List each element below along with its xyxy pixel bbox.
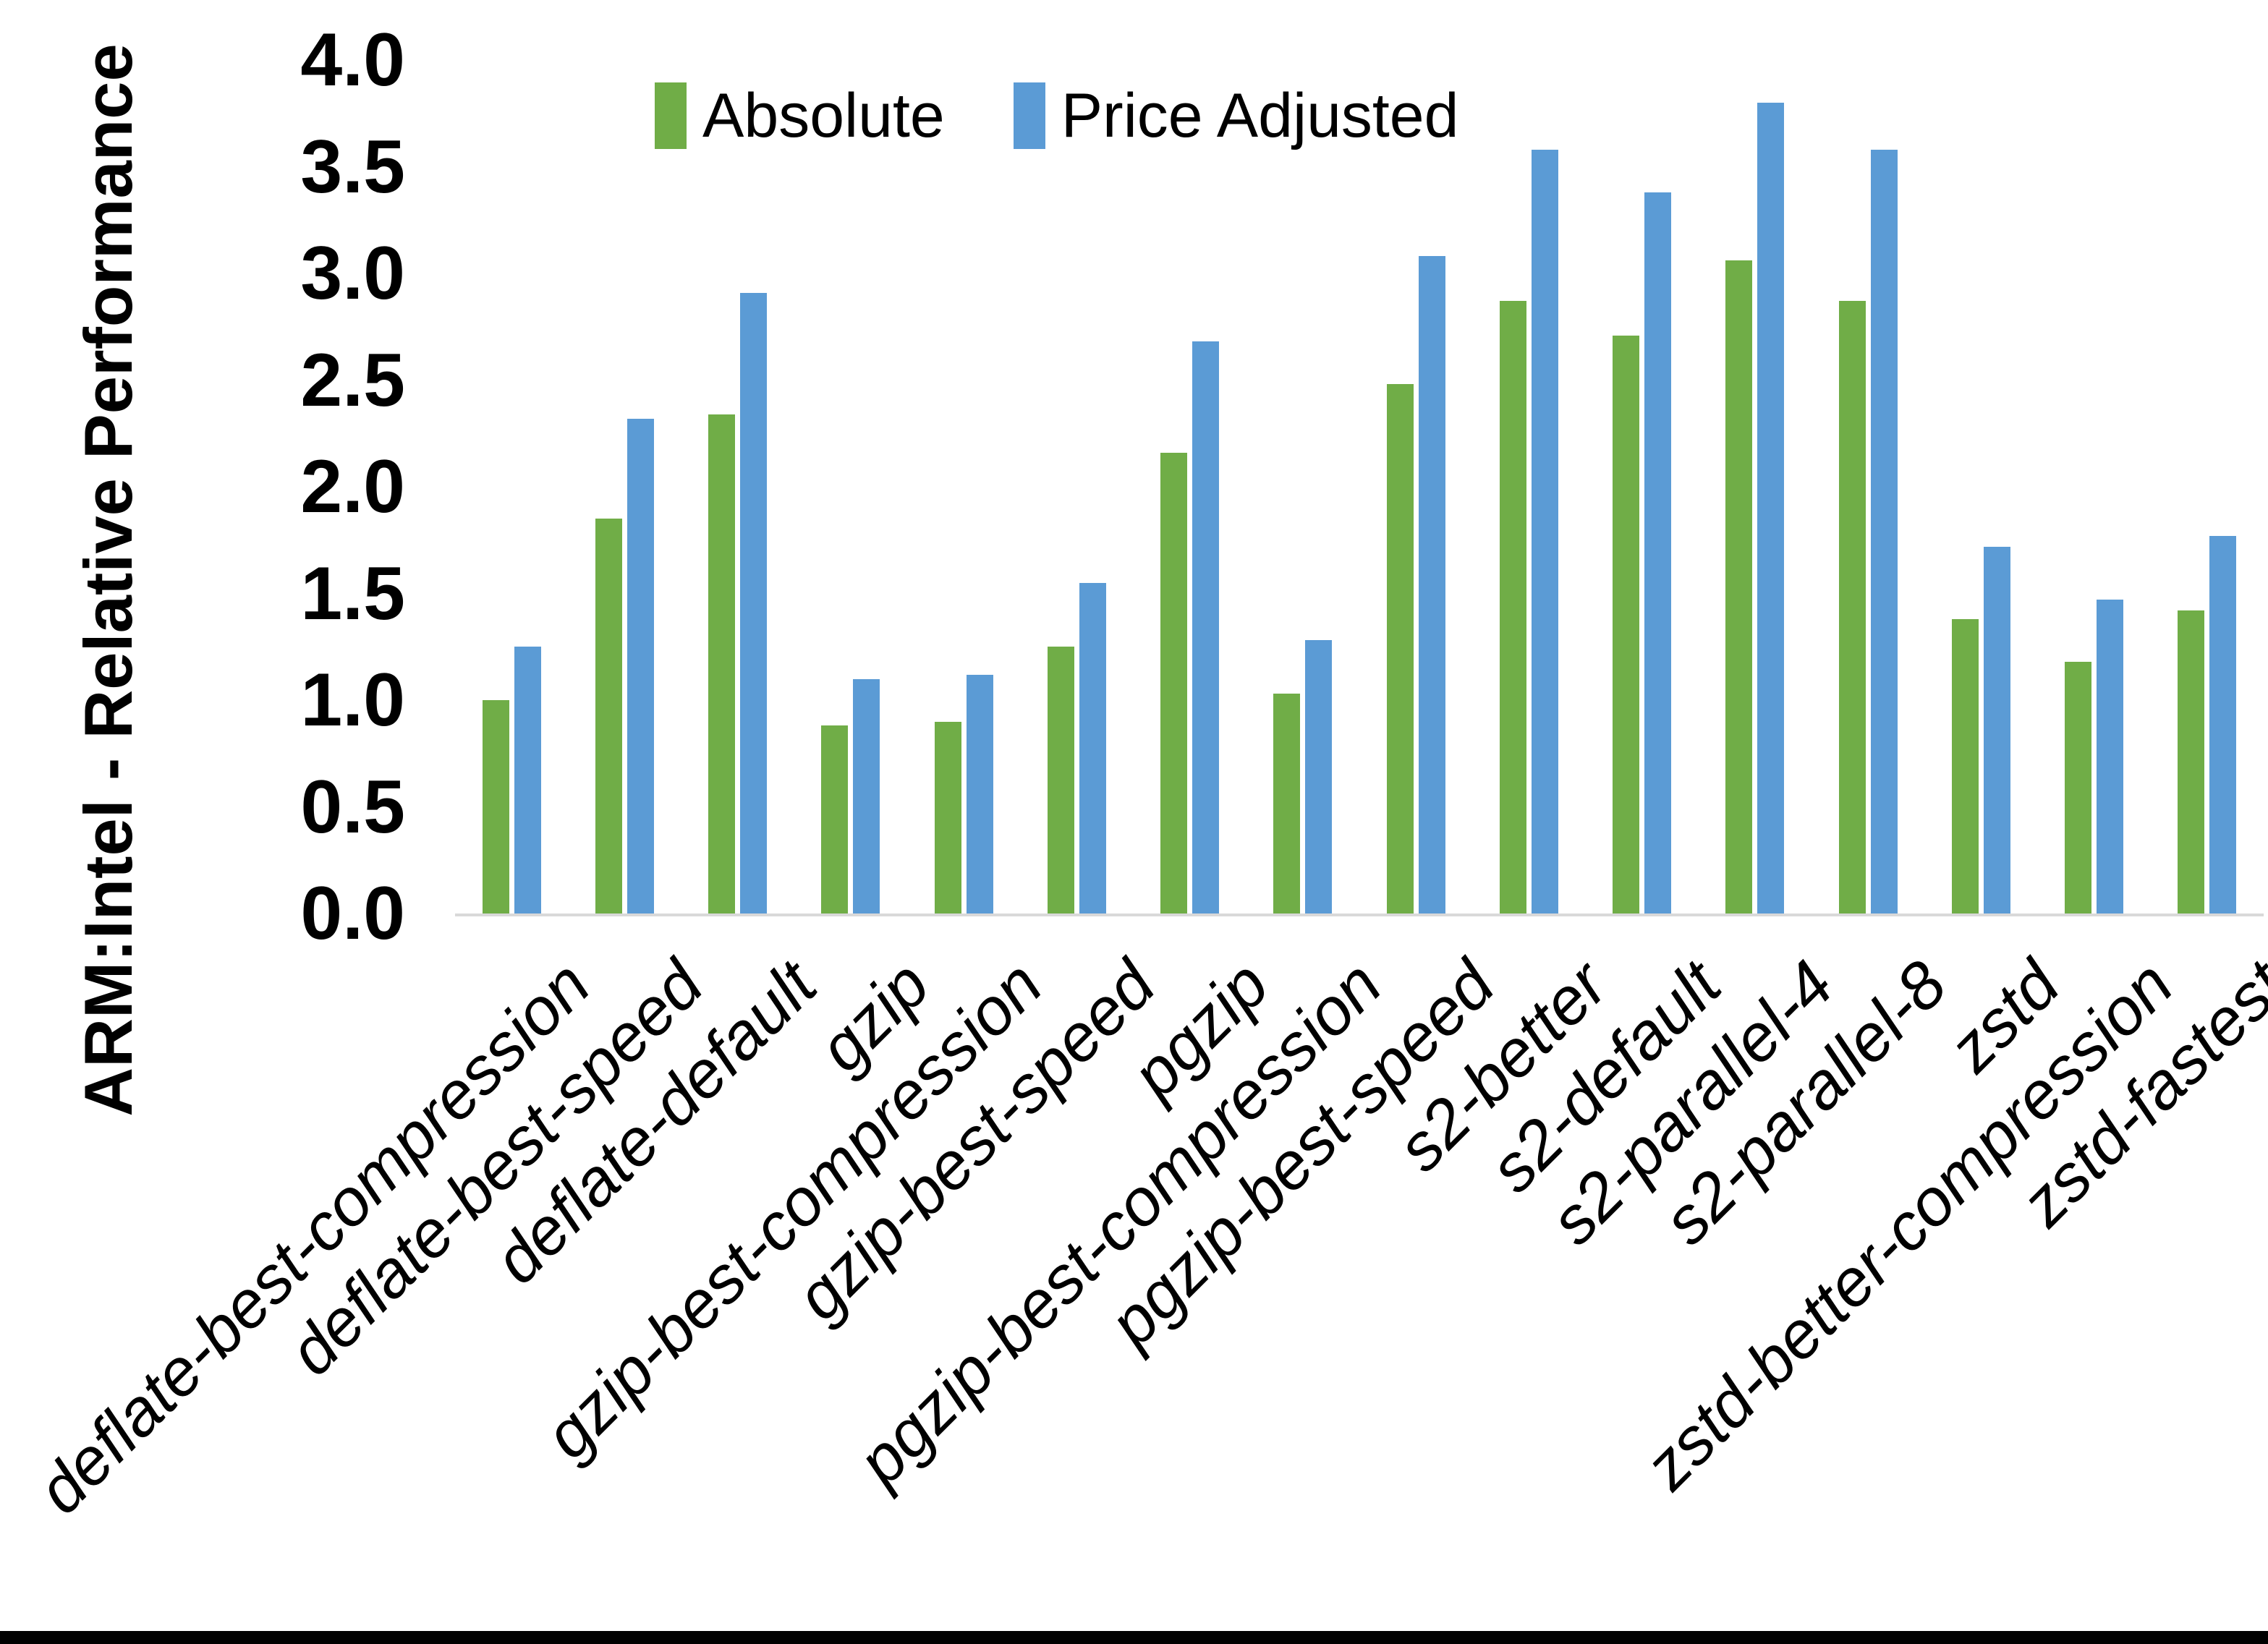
category-slot-s2-parallel-4 xyxy=(1699,60,1812,913)
y-tick-label-4.0: 4.0 xyxy=(300,18,405,102)
bar-price-adjusted-s2-parallel-4 xyxy=(1757,103,1785,913)
bar-price-adjusted-gzip-best-compression xyxy=(966,674,993,913)
bar-price-adjusted-gzip xyxy=(853,678,880,913)
bar-price-adjusted-zstd-better-compression xyxy=(2097,600,2124,913)
category-slot-pgzip-best-speed xyxy=(1359,60,1472,913)
legend-swatch-absolute-icon xyxy=(655,82,687,149)
bar-absolute-deflate-best-compression xyxy=(482,700,509,913)
bar-absolute-zstd-better-compression xyxy=(2065,661,2092,913)
category-slot-zstd-fastest xyxy=(2151,60,2264,913)
bar-absolute-s2-default xyxy=(1613,335,1640,913)
bar-absolute-pgzip xyxy=(1160,452,1188,913)
y-tick-label-3.5: 3.5 xyxy=(300,124,405,209)
bar-price-adjusted-s2-default xyxy=(1644,192,1672,913)
bar-absolute-pgzip-best-speed xyxy=(1386,384,1414,913)
bar-price-adjusted-gzip-best-speed xyxy=(1079,582,1106,913)
legend-label-absolute: Absolute xyxy=(702,81,945,150)
y-tick-label-1.0: 1.0 xyxy=(300,658,405,742)
bar-absolute-s2-better xyxy=(1499,301,1526,913)
bar-absolute-gzip-best-speed xyxy=(1047,647,1074,913)
bar-price-adjusted-deflate-best-compression xyxy=(514,647,541,913)
legend-label-price-adjusted: Price Adjusted xyxy=(1061,81,1459,150)
bar-absolute-gzip xyxy=(821,725,849,913)
y-tick-label-0.5: 0.5 xyxy=(300,764,405,849)
y-tick-label-3.0: 3.0 xyxy=(300,231,405,315)
bar-absolute-zstd xyxy=(1951,618,1979,913)
bar-absolute-deflate-best-speed xyxy=(595,519,622,913)
bar-price-adjusted-s2-better xyxy=(1531,149,1558,913)
bar-price-adjusted-pgzip-best-compression xyxy=(1305,640,1333,913)
legend: Absolute Price Adjusted xyxy=(655,81,1458,150)
bar-price-adjusted-zstd-fastest xyxy=(2209,535,2237,913)
category-slot-gzip-best-speed xyxy=(1020,60,1133,913)
category-slot-gzip xyxy=(794,60,907,913)
bar-price-adjusted-deflate-best-speed xyxy=(627,418,654,913)
category-slot-gzip-best-compression xyxy=(907,60,1020,913)
bar-price-adjusted-pgzip-best-speed xyxy=(1418,256,1445,913)
bar-absolute-gzip-best-compression xyxy=(934,721,961,913)
bar-absolute-s2-parallel-4 xyxy=(1725,260,1753,913)
category-slot-zstd-better-compression xyxy=(2038,60,2151,913)
category-slot-deflate-best-compression xyxy=(455,60,568,913)
category-slot-zstd xyxy=(1924,60,2037,913)
category-slot-s2-default xyxy=(1586,60,1699,913)
bar-absolute-zstd-fastest xyxy=(2178,610,2205,913)
category-slot-s2-better xyxy=(1472,60,1585,913)
category-slot-deflate-best-speed xyxy=(568,60,681,913)
legend-item-price-adjusted: Price Adjusted xyxy=(1013,81,1459,150)
y-tick-label-2.5: 2.5 xyxy=(300,338,405,422)
bar-price-adjusted-zstd xyxy=(1983,546,2010,913)
category-slot-deflate-default xyxy=(681,60,794,913)
y-tick-label-1.5: 1.5 xyxy=(300,551,405,636)
plot-area xyxy=(455,60,2264,916)
y-tick-label-2.0: 2.0 xyxy=(300,445,405,529)
y-tick-label-0.0: 0.0 xyxy=(300,872,405,955)
legend-item-absolute: Absolute xyxy=(655,81,945,150)
legend-swatch-price-adjusted-icon xyxy=(1013,82,1045,149)
bar-price-adjusted-s2-parallel-8 xyxy=(1870,149,1898,913)
slide-bottom-border xyxy=(0,1631,2268,1644)
category-slot-pgzip-best-compression xyxy=(1246,60,1359,913)
bar-absolute-deflate-default xyxy=(708,414,736,913)
bar-price-adjusted-deflate-default xyxy=(740,292,768,913)
bar-price-adjusted-pgzip xyxy=(1192,341,1220,913)
bar-absolute-s2-parallel-8 xyxy=(1838,301,1866,913)
category-slot-pgzip xyxy=(1134,60,1246,913)
category-slot-s2-parallel-8 xyxy=(1812,60,1924,913)
bar-absolute-pgzip-best-compression xyxy=(1273,694,1301,913)
